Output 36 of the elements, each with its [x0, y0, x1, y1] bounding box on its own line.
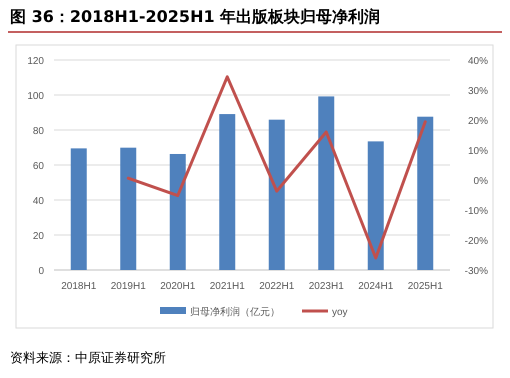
y2-tick-label: 10% [468, 146, 488, 157]
line-series [126, 75, 427, 260]
bar [70, 148, 87, 270]
x-tick-label: 2023H1 [308, 281, 344, 292]
y-tick-label: 80 [32, 126, 44, 137]
x-tick-label: 2021H1 [210, 281, 246, 292]
legend-label: 归母净利润（亿元） [190, 306, 280, 318]
bar [417, 116, 434, 270]
y-tick-label: 120 [27, 56, 44, 67]
x-tick-label: 2025H1 [408, 281, 444, 292]
bar [268, 120, 285, 270]
y2-tick-label: 20% [468, 116, 488, 127]
y-tick-label: 60 [32, 161, 44, 172]
y2-tick-label: 40% [468, 56, 488, 67]
y2-tick-label: -20% [464, 236, 488, 247]
bar [368, 141, 384, 270]
y-tick-label: 0 [38, 266, 44, 277]
bar [219, 114, 236, 270]
legend-label: yoy [332, 307, 348, 318]
y2-tick-label: -10% [464, 206, 488, 217]
x-tick-label: 2020H1 [160, 281, 196, 292]
x-tick-label: 2019H1 [110, 281, 146, 292]
bar [170, 154, 186, 270]
y-tick-label: 100 [27, 91, 44, 102]
chart-title: 图 36：2018H1-2025H1 年出版板块归母净利润 [10, 7, 380, 26]
x-tick-label: 2024H1 [358, 281, 394, 292]
y2-tick-label: -30% [464, 266, 488, 277]
y2-tick-label: 0% [474, 176, 488, 187]
bar [120, 148, 136, 270]
bar [318, 96, 334, 270]
x-tick-label: 2022H1 [259, 281, 295, 292]
y2-tick-label: 30% [468, 86, 488, 97]
y-tick-label: 40 [32, 196, 44, 207]
y-tick-label: 20 [32, 231, 44, 242]
text: 资料来源：中原证券研究所 [10, 350, 166, 365]
x-tick-label: 2018H1 [61, 281, 97, 292]
